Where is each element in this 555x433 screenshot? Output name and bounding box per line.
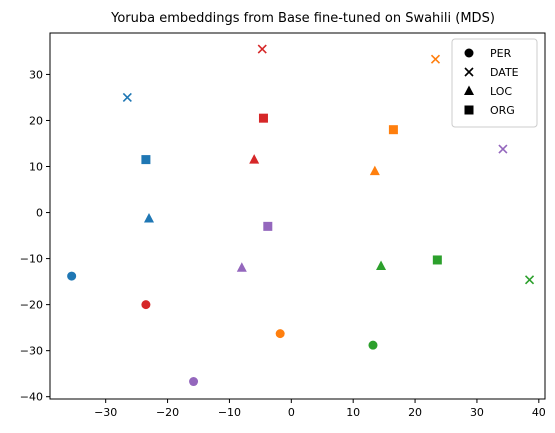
data-point-orange-x (430, 54, 441, 64)
data-point-green-circle (368, 340, 378, 350)
legend-label: ORG (490, 104, 515, 117)
legend-box (451, 38, 538, 128)
y-axis: −40 −30 −20 −10 0 10 20 30 (20, 68, 50, 404)
legend-marker-triangle (464, 85, 474, 95)
y-tick-label: −10 (20, 253, 43, 266)
x-tick-label: 0 (288, 406, 295, 419)
data-point-orange-square (388, 125, 398, 135)
chart-title: Yoruba embeddings from Base fine-tuned o… (110, 11, 495, 26)
data-point-blue-x (122, 92, 132, 103)
legend-marker-square (464, 105, 474, 115)
legend-marker-circle (464, 48, 474, 58)
legend-marker-x (464, 67, 474, 77)
y-tick-label: 0 (36, 207, 43, 220)
data-point-purple-circle (189, 377, 199, 387)
y-tick-label: 30 (29, 68, 43, 81)
data-point-red-triangle (249, 154, 260, 164)
data-point-orange-circle (275, 329, 285, 339)
data-points (67, 44, 535, 387)
data-point-red-x (257, 44, 267, 54)
data-point-orange-triangle (369, 165, 380, 176)
x-tick-label: −10 (218, 406, 241, 419)
x-tick-label: 40 (532, 406, 546, 419)
data-point-purple-triangle (236, 262, 247, 272)
x-axis: −30 −20 −10 0 10 20 30 40 (94, 399, 546, 419)
data-point-purple-x (498, 144, 508, 154)
x-tick-label: −20 (156, 406, 179, 419)
data-point-purple-square (263, 221, 273, 231)
data-point-red-circle (141, 300, 151, 310)
x-tick-label: 10 (346, 406, 360, 419)
y-tick-label: 20 (29, 114, 43, 127)
legend-label: PER (490, 47, 512, 60)
y-tick-label: −40 (20, 391, 43, 404)
data-point-green-triangle (376, 260, 387, 270)
y-tick-label: −30 (20, 345, 43, 358)
y-tick-label: 10 (29, 161, 43, 174)
x-tick-label: 20 (408, 406, 422, 419)
data-point-blue-circle (67, 271, 77, 281)
data-point-blue-square (141, 155, 151, 165)
data-point-green-square (432, 255, 442, 265)
x-tick-label: −30 (94, 406, 117, 419)
x-tick-label: 30 (470, 406, 484, 419)
plot-frame (49, 32, 546, 400)
data-point-green-x (524, 275, 535, 285)
legend: PER DATE LOC ORG (451, 38, 538, 128)
legend-label: DATE (490, 66, 519, 79)
legend-label: LOC (490, 85, 512, 98)
data-point-blue-triangle (144, 213, 154, 223)
data-point-red-square (258, 113, 268, 123)
y-tick-label: −20 (20, 299, 43, 312)
